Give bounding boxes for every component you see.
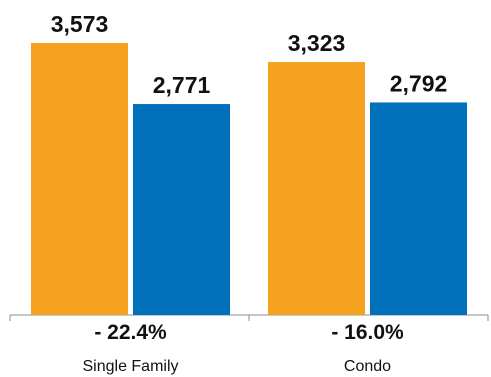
bar-condo-series-2 bbox=[370, 102, 467, 315]
bar-value-label-single-family-series-2: 2,771 bbox=[153, 72, 211, 98]
labels-layer: 3,573 2,771 - 22.4% Single Family 3,323 2,792… bbox=[51, 11, 448, 375]
bar-value-label-condo-series-1: 3,323 bbox=[288, 30, 346, 56]
change-label-single-family: - 22.4% bbox=[94, 321, 167, 344]
bar-single-family-series-1 bbox=[31, 43, 128, 315]
category-label-condo: Condo bbox=[344, 358, 391, 375]
bar-condo-series-1 bbox=[268, 62, 365, 315]
category-label-single-family: Single Family bbox=[82, 358, 178, 375]
change-label-condo: - 16.0% bbox=[331, 321, 404, 344]
bar-single-family-series-2 bbox=[133, 104, 230, 315]
bars-layer bbox=[9, 43, 489, 321]
bar-value-label-single-family-series-1: 3,573 bbox=[51, 11, 109, 37]
bar-value-label-condo-series-2: 2,792 bbox=[390, 70, 448, 96]
